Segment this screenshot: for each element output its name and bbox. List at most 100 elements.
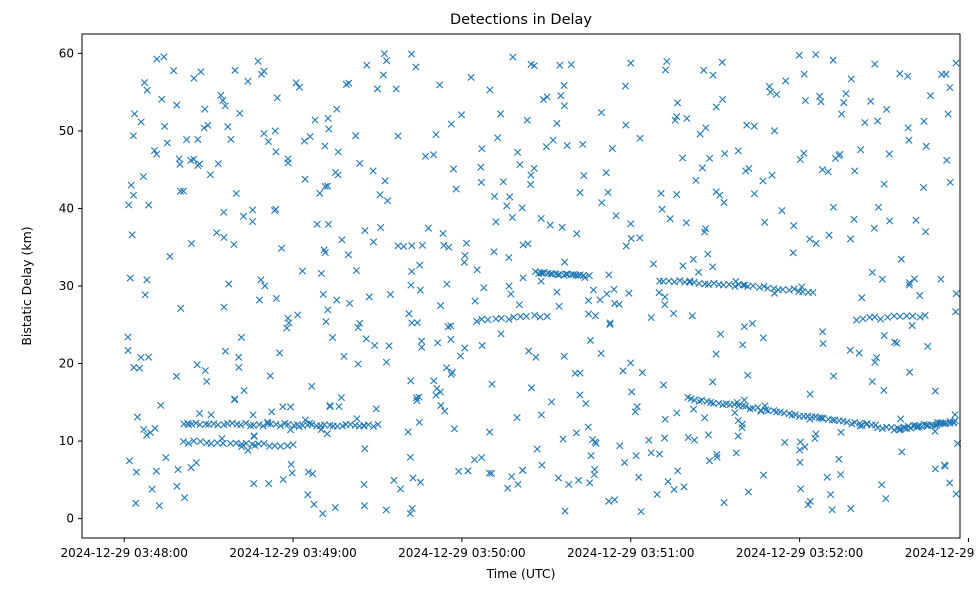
data-point — [227, 135, 235, 144]
data-point — [382, 57, 391, 65]
data-point — [219, 439, 227, 447]
data-point — [455, 467, 463, 475]
data-point — [144, 353, 153, 361]
data-point — [519, 274, 527, 282]
x-tick-label: 2024-12-29 03:50:00 — [398, 546, 525, 560]
data-point — [916, 291, 924, 300]
data-point — [647, 449, 655, 457]
data-point — [369, 238, 378, 246]
data-point — [239, 212, 248, 220]
data-point — [905, 136, 913, 144]
data-point — [952, 308, 960, 316]
data-point — [272, 420, 280, 428]
data-point — [880, 331, 888, 340]
data-point — [946, 84, 954, 92]
data-point — [663, 57, 671, 66]
data-point — [486, 428, 494, 436]
data-point — [125, 457, 134, 465]
data-point — [539, 95, 548, 104]
data-point — [586, 336, 595, 344]
data-point — [905, 281, 913, 289]
data-point — [319, 510, 327, 518]
data-point — [242, 419, 250, 427]
data-point — [286, 403, 295, 411]
data-point — [518, 204, 526, 212]
data-point — [373, 85, 382, 93]
data-point — [128, 231, 136, 239]
y-tick-label: 30 — [59, 279, 74, 293]
data-point — [876, 315, 885, 323]
data-point — [507, 290, 515, 298]
data-point — [560, 102, 568, 110]
data-point — [657, 189, 665, 197]
data-point — [561, 507, 569, 515]
data-point — [295, 83, 304, 91]
data-point — [698, 164, 706, 172]
data-point — [537, 214, 545, 223]
data-point — [137, 118, 145, 126]
data-point — [288, 469, 296, 477]
data-point — [174, 465, 182, 474]
data-point — [670, 278, 679, 286]
data-point — [605, 497, 613, 505]
data-point — [145, 201, 153, 209]
data-point — [356, 159, 364, 168]
data-point — [531, 267, 539, 276]
data-point — [759, 177, 767, 185]
data-point — [740, 396, 748, 404]
data-point — [893, 339, 901, 347]
data-point — [843, 418, 851, 426]
data-point — [207, 411, 215, 419]
data-point — [797, 485, 805, 493]
data-point — [346, 299, 354, 307]
data-point — [890, 312, 898, 320]
data-point — [335, 402, 343, 411]
data-point — [622, 121, 630, 129]
data-point — [272, 148, 280, 156]
data-point — [361, 226, 369, 235]
data-point — [490, 248, 498, 256]
y-tick-label: 50 — [59, 124, 74, 138]
data-point — [886, 217, 894, 225]
data-point — [470, 456, 479, 464]
data-point — [772, 90, 781, 99]
data-point — [461, 251, 469, 260]
data-point — [217, 91, 225, 99]
data-point — [718, 58, 726, 66]
data-point — [443, 280, 451, 288]
data-point — [580, 171, 588, 180]
data-point — [921, 311, 929, 320]
data-point — [557, 92, 565, 100]
data-point — [432, 130, 440, 139]
data-point — [143, 276, 151, 284]
data-point — [781, 438, 789, 446]
x-tick-label: 2024-12-29 03:53:00 — [905, 546, 979, 560]
data-point — [838, 110, 846, 118]
data-point — [284, 159, 292, 167]
data-point — [649, 260, 658, 268]
data-point — [183, 136, 191, 144]
data-point — [720, 198, 728, 207]
data-point — [321, 248, 329, 257]
data-point — [855, 349, 863, 357]
data-point — [689, 255, 697, 263]
data-point — [596, 296, 604, 304]
data-point — [919, 183, 928, 192]
data-point — [665, 277, 673, 285]
data-point — [790, 222, 798, 230]
data-point — [153, 55, 161, 63]
data-point — [213, 439, 221, 447]
data-point — [447, 120, 455, 128]
data-point — [559, 435, 567, 443]
data-point — [523, 116, 531, 124]
data-point — [921, 228, 930, 236]
data-point — [369, 422, 378, 431]
data-point — [331, 168, 340, 177]
data-point — [740, 323, 749, 331]
data-point — [770, 127, 779, 135]
data-point — [779, 285, 787, 294]
data-point — [610, 285, 618, 293]
data-point — [319, 290, 327, 299]
data-point — [606, 319, 614, 327]
data-point — [405, 310, 413, 318]
